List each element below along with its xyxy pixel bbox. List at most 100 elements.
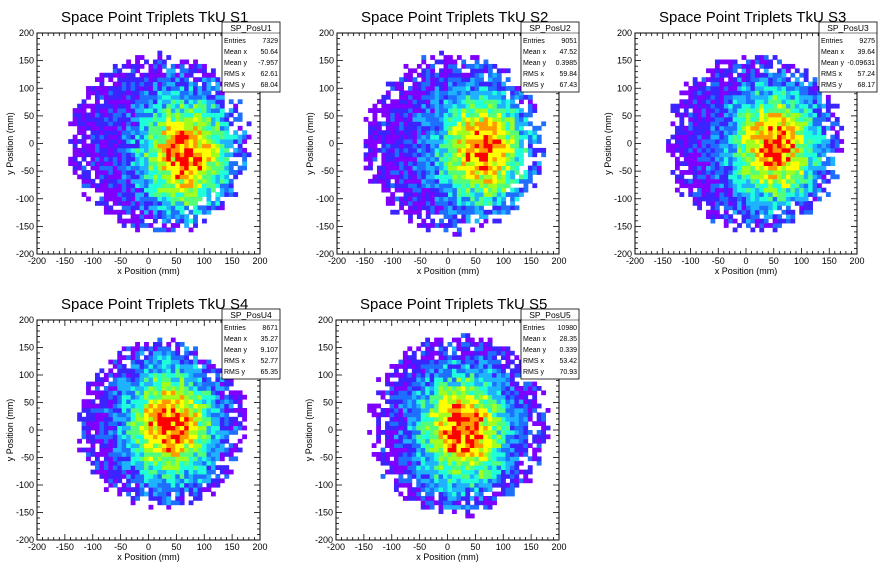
heat-cell bbox=[782, 90, 787, 95]
heat-cell bbox=[224, 382, 229, 387]
heat-cell bbox=[755, 179, 760, 184]
heat-cell bbox=[242, 130, 247, 135]
heat-cell bbox=[706, 214, 711, 219]
heat-cell bbox=[175, 421, 180, 426]
heat-cell bbox=[202, 219, 207, 224]
heat-cell bbox=[479, 126, 484, 131]
heat-cell bbox=[466, 192, 471, 197]
heat-cell bbox=[104, 152, 109, 157]
heat-cell bbox=[466, 179, 471, 184]
heat-cell bbox=[826, 99, 831, 104]
heat-cell bbox=[171, 408, 176, 413]
heat-cell bbox=[399, 197, 404, 202]
heat-cell bbox=[149, 478, 154, 483]
heat-cell bbox=[475, 210, 480, 215]
heat-cell bbox=[220, 382, 225, 387]
heat-cell bbox=[122, 456, 127, 461]
plot-title: Space Point Triplets TkU S2 bbox=[361, 9, 548, 26]
heat-cell bbox=[215, 434, 220, 439]
heat-cell bbox=[706, 192, 711, 197]
heat-cell bbox=[479, 223, 484, 228]
heat-cell bbox=[153, 456, 158, 461]
heat-cell bbox=[519, 157, 524, 162]
heat-cell bbox=[193, 368, 198, 373]
heat-cell bbox=[506, 183, 511, 188]
heat-cell bbox=[497, 126, 502, 131]
heat-cell bbox=[746, 219, 751, 224]
heat-cell bbox=[166, 135, 171, 140]
heat-cell bbox=[215, 377, 220, 382]
heat-cell bbox=[461, 126, 466, 131]
heat-cell bbox=[91, 426, 96, 431]
heat-cell bbox=[475, 144, 480, 149]
heat-cell bbox=[684, 104, 689, 109]
heat-cell bbox=[131, 386, 136, 391]
heat-cell bbox=[211, 86, 216, 91]
heat-cell bbox=[166, 90, 171, 95]
heat-cell bbox=[175, 456, 180, 461]
heat-cell bbox=[777, 86, 782, 91]
heat-cell bbox=[688, 179, 693, 184]
heat-cell bbox=[104, 470, 109, 475]
heat-cell bbox=[193, 201, 198, 206]
heat-cell bbox=[702, 82, 707, 87]
heat-cell bbox=[364, 144, 369, 149]
heat-cell bbox=[162, 421, 167, 426]
heat-cell bbox=[417, 188, 422, 193]
heat-cell bbox=[166, 152, 171, 157]
heat-cell bbox=[220, 99, 225, 104]
heat-cell bbox=[719, 139, 724, 144]
heat-cell bbox=[777, 68, 782, 73]
heat-cell bbox=[702, 166, 707, 171]
heat-cell bbox=[702, 90, 707, 95]
heat-cell bbox=[99, 144, 104, 149]
heat-cell bbox=[122, 219, 127, 224]
heat-cell bbox=[742, 188, 747, 193]
heat-cell bbox=[140, 399, 145, 404]
heat-cell bbox=[131, 183, 136, 188]
heat-cell bbox=[461, 117, 466, 122]
heat-cell bbox=[131, 214, 136, 219]
heat-cell bbox=[189, 139, 194, 144]
heat-cell bbox=[131, 434, 136, 439]
heat-cell bbox=[135, 351, 140, 356]
heat-cell bbox=[198, 108, 203, 113]
heat-cell bbox=[202, 474, 207, 479]
heat-cell bbox=[113, 210, 118, 215]
heat-cell bbox=[408, 86, 413, 91]
heat-cell bbox=[126, 452, 131, 457]
heat-cell bbox=[184, 426, 189, 431]
heat-cell bbox=[99, 82, 104, 87]
heat-cell bbox=[528, 108, 533, 113]
heat-cell bbox=[733, 139, 738, 144]
heat-cell bbox=[166, 346, 171, 351]
heat-cell bbox=[189, 104, 194, 109]
heat-cell bbox=[95, 95, 100, 100]
heat-cell bbox=[220, 430, 225, 435]
heat-cell bbox=[126, 82, 131, 87]
heat-cell bbox=[122, 390, 127, 395]
heat-cell bbox=[126, 126, 131, 131]
heat-cell bbox=[448, 121, 453, 126]
heat-cell bbox=[233, 139, 238, 144]
heat-cell bbox=[484, 144, 489, 149]
heat-cell bbox=[113, 452, 118, 457]
heat-cell bbox=[126, 197, 131, 202]
heat-cell bbox=[746, 126, 751, 131]
heat-cell bbox=[184, 108, 189, 113]
heat-cell bbox=[764, 148, 769, 153]
heat-cell bbox=[417, 99, 422, 104]
heat-cell bbox=[117, 377, 122, 382]
heat-cell bbox=[95, 386, 100, 391]
heat-cell bbox=[439, 104, 444, 109]
heat-cell bbox=[157, 51, 162, 56]
heat-cell bbox=[224, 399, 229, 404]
heat-cell bbox=[189, 492, 194, 497]
heat-cell bbox=[171, 77, 176, 82]
heat-cell bbox=[439, 152, 444, 157]
heat-cell bbox=[764, 60, 769, 65]
heat-cell bbox=[728, 95, 733, 100]
heat-cell bbox=[684, 135, 689, 140]
heat-cell bbox=[171, 108, 176, 113]
